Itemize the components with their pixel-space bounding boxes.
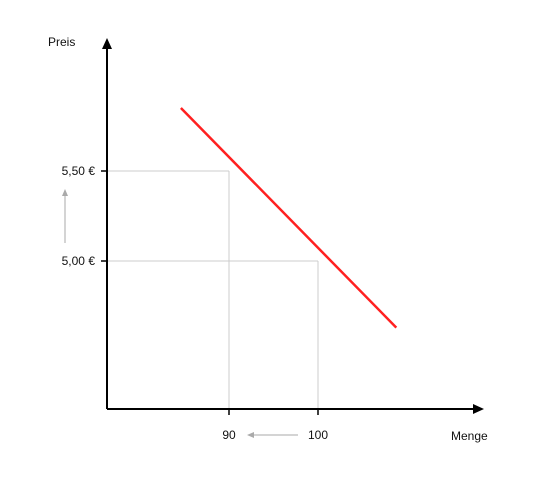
ticks: 5,50 € 5,00 € 90 100: [62, 164, 329, 442]
x-axis-label: Menge: [451, 429, 488, 443]
series: [181, 108, 396, 328]
x-tick-label-1: 100: [308, 428, 328, 442]
y-change-arrow-head: [62, 189, 68, 196]
demand-line-0: [181, 108, 396, 328]
x-change-arrow-head: [247, 432, 254, 438]
y-axis-arrowhead: [102, 38, 112, 49]
y-tick-label-0: 5,50 €: [62, 164, 96, 178]
guide-lines: [107, 171, 318, 409]
x-axis-arrowhead: [473, 404, 484, 414]
annotation-arrows: [62, 189, 298, 438]
axes: [102, 38, 484, 414]
x-tick-label-0: 90: [222, 428, 236, 442]
y-tick-label-1: 5,00 €: [62, 254, 96, 268]
y-axis-label: Preis: [48, 35, 75, 49]
